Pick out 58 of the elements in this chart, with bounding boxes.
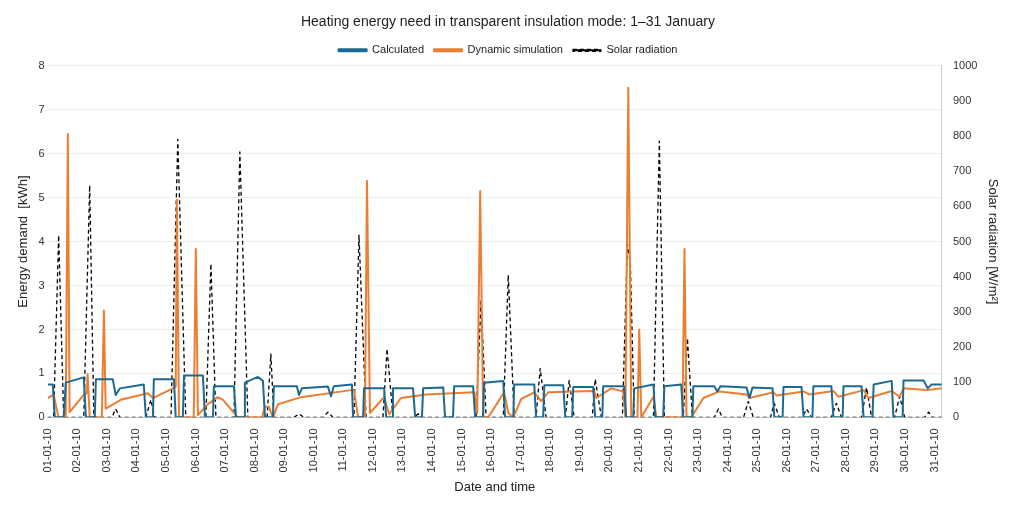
- x-tick-label: 13-01-10: [395, 428, 408, 473]
- x-tick-label: 05-01-10: [158, 428, 171, 473]
- y-tick-label: 2: [38, 322, 45, 335]
- x-tick-label: 06-01-10: [188, 428, 201, 473]
- legend-label: Solar radiation: [606, 43, 678, 56]
- x-tick-label: 10-01-10: [306, 428, 319, 473]
- x-tick-label: 16-01-10: [484, 428, 497, 473]
- y-tick-label: 7: [38, 102, 45, 115]
- x-tick-label: 14-01-10: [425, 428, 438, 473]
- x-tick-label: 25-01-10: [750, 428, 763, 473]
- x-tick-label: 27-01-10: [809, 428, 822, 473]
- y2-tick-label: 500: [952, 234, 972, 247]
- x-tick-label: 07-01-10: [218, 428, 231, 473]
- y-tick-label: 4: [38, 234, 45, 247]
- x-tick-label: 29-01-10: [868, 428, 881, 473]
- x-tick-label: 02-01-10: [70, 428, 83, 473]
- y2-tick-label: 200: [952, 340, 972, 353]
- x-tick-label: 21-01-10: [631, 428, 644, 473]
- y2-tick-label: 600: [952, 199, 972, 212]
- x-tick-label: 19-01-10: [572, 428, 585, 473]
- x-tick-label: 15-01-10: [454, 428, 467, 473]
- y2-tick-label: 0: [952, 410, 960, 423]
- x-tick-label: 01-01-10: [40, 428, 53, 473]
- y2-tick-label: 800: [952, 129, 972, 142]
- y-axis-title: Energy demand [kWh]: [15, 175, 31, 308]
- x-tick-label: 22-01-10: [661, 428, 674, 473]
- y-tick-label: 3: [38, 278, 45, 291]
- x-tick-label: 11-01-10: [336, 428, 349, 472]
- y-tick-label: 0: [38, 410, 45, 423]
- x-tick-label: 31-01-10: [927, 428, 940, 473]
- x-tick-label: 23-01-10: [691, 428, 704, 473]
- x-tick-label: 09-01-10: [277, 428, 290, 473]
- y2-tick-label: 300: [952, 304, 972, 317]
- y2-axis-title: Solar radiation [W/m²]: [985, 178, 1001, 305]
- y2-tick-label: 1000: [952, 58, 978, 71]
- legend-label: Dynamic simulation: [467, 43, 563, 56]
- x-tick-label: 17-01-10: [513, 428, 526, 473]
- x-tick-label: 18-01-10: [543, 428, 556, 473]
- x-tick-label: 24-01-10: [720, 428, 733, 473]
- x-tick-label: 08-01-10: [247, 428, 260, 473]
- y2-tick-label: 900: [952, 93, 972, 106]
- y2-tick-label: 400: [952, 269, 972, 282]
- x-axis-title: Date and time: [454, 478, 536, 494]
- y2-tick-label: 700: [952, 164, 972, 177]
- x-tick-label: 12-01-10: [365, 428, 378, 473]
- x-tick-label: 30-01-10: [898, 428, 911, 473]
- legend-label: Calculated: [372, 43, 425, 56]
- x-tick-label: 20-01-10: [602, 428, 615, 473]
- x-tick-label: 28-01-10: [838, 428, 851, 473]
- y2-tick-label: 100: [952, 375, 972, 388]
- x-tick-label: 03-01-10: [99, 428, 112, 473]
- chart-title: Heating energy need in transparent insulation mode: 1–31 January: [300, 13, 716, 30]
- x-tick-label: 04-01-10: [129, 428, 142, 473]
- x-tick-label: 26-01-10: [779, 428, 792, 473]
- y-tick-label: 8: [38, 58, 45, 71]
- y-tick-label: 5: [38, 190, 45, 203]
- y-tick-label: 6: [38, 146, 45, 159]
- y-tick-label: 1: [38, 366, 45, 379]
